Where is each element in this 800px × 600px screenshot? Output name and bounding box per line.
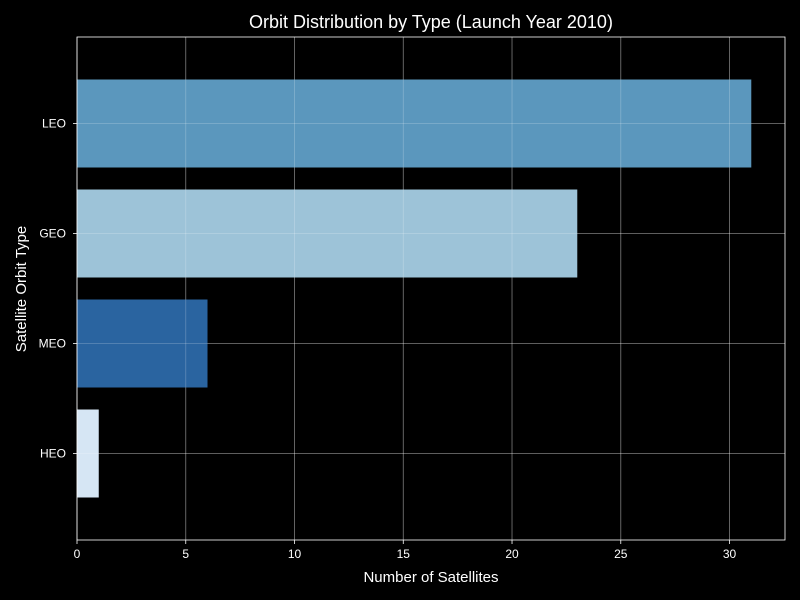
chart-title: Orbit Distribution by Type (Launch Year …: [249, 12, 613, 32]
y-axis-ticks: LEO GEO MEO HEO: [39, 117, 77, 461]
y-tick-label-geo: GEO: [39, 227, 66, 241]
bar-leo: [77, 79, 752, 168]
plot-frame: [76, 36, 786, 541]
x-axis-ticks: 0 5 10 15 20 25 30: [74, 540, 737, 561]
x-tick-label: 20: [505, 547, 519, 561]
x-tick-label: 0: [74, 547, 81, 561]
bars: [76, 37, 785, 540]
x-tick-label: 10: [288, 547, 302, 561]
bar-geo: [77, 189, 578, 278]
y-axis-label: Satellite Orbit Type: [13, 226, 30, 352]
x-tick-label: 15: [397, 547, 411, 561]
y-tick-label-meo: MEO: [39, 337, 66, 351]
y-tick-label-leo: LEO: [42, 117, 66, 131]
bar-meo: [77, 299, 208, 388]
x-tick-label: 30: [723, 547, 737, 561]
x-axis-label: Number of Satellites: [363, 569, 498, 586]
y-tick-label-heo: HEO: [40, 447, 66, 461]
bar-heo: [77, 409, 99, 498]
x-tick-label: 5: [182, 547, 189, 561]
x-tick-label: 25: [614, 547, 628, 561]
